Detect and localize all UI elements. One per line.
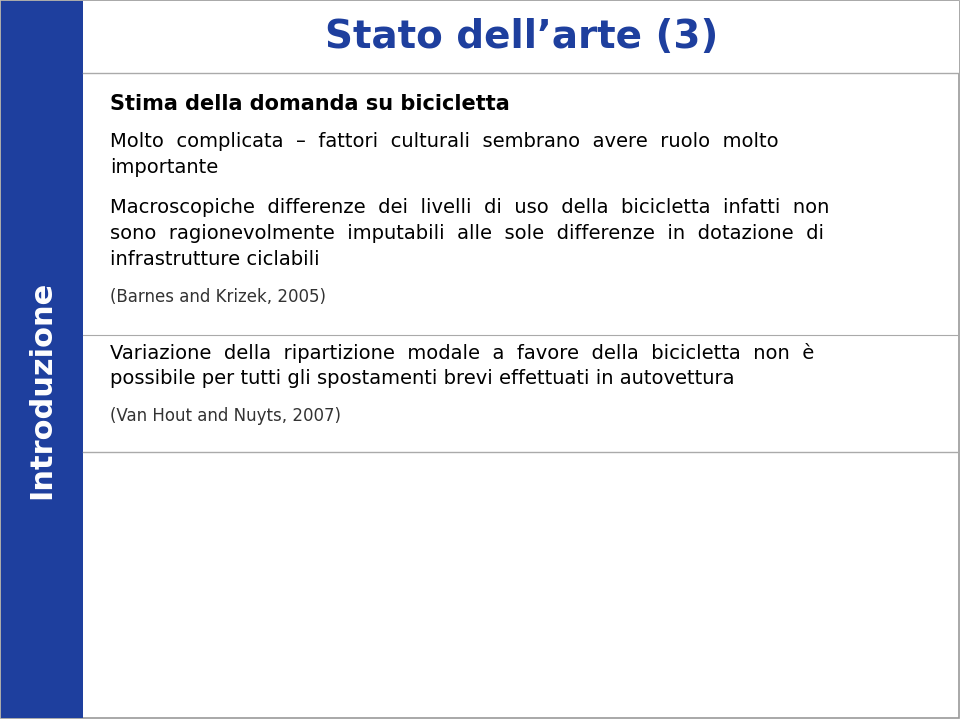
- Text: Macroscopiche  differenze  dei  livelli  di  uso  della  bicicletta  infatti  no: Macroscopiche differenze dei livelli di …: [110, 198, 829, 217]
- Text: possibile per tutti gli spostamenti brevi effettuati in autovettura: possibile per tutti gli spostamenti brev…: [110, 369, 734, 388]
- Text: Variazione  della  ripartizione  modale  a  favore  della  bicicletta  non  è: Variazione della ripartizione modale a f…: [110, 343, 814, 363]
- Text: (Barnes and Krizek, 2005): (Barnes and Krizek, 2005): [110, 288, 326, 306]
- Bar: [1, 1, 83, 718]
- Text: importante: importante: [110, 158, 218, 177]
- Text: Stato dell’arte (3): Stato dell’arte (3): [324, 18, 718, 56]
- Text: sono  ragionevolmente  imputabili  alle  sole  differenze  in  dotazione  di: sono ragionevolmente imputabili alle sol…: [110, 224, 824, 243]
- Text: Introduzione: Introduzione: [28, 280, 57, 498]
- Text: Stima della domanda su bicicletta: Stima della domanda su bicicletta: [110, 94, 510, 114]
- Bar: [83, 1, 959, 73]
- Text: Molto  complicata  –  fattori  culturali  sembrano  avere  ruolo  molto: Molto complicata – fattori culturali sem…: [110, 132, 779, 151]
- Text: infrastrutture ciclabili: infrastrutture ciclabili: [110, 250, 320, 269]
- Text: (Van Hout and Nuyts, 2007): (Van Hout and Nuyts, 2007): [110, 407, 341, 425]
